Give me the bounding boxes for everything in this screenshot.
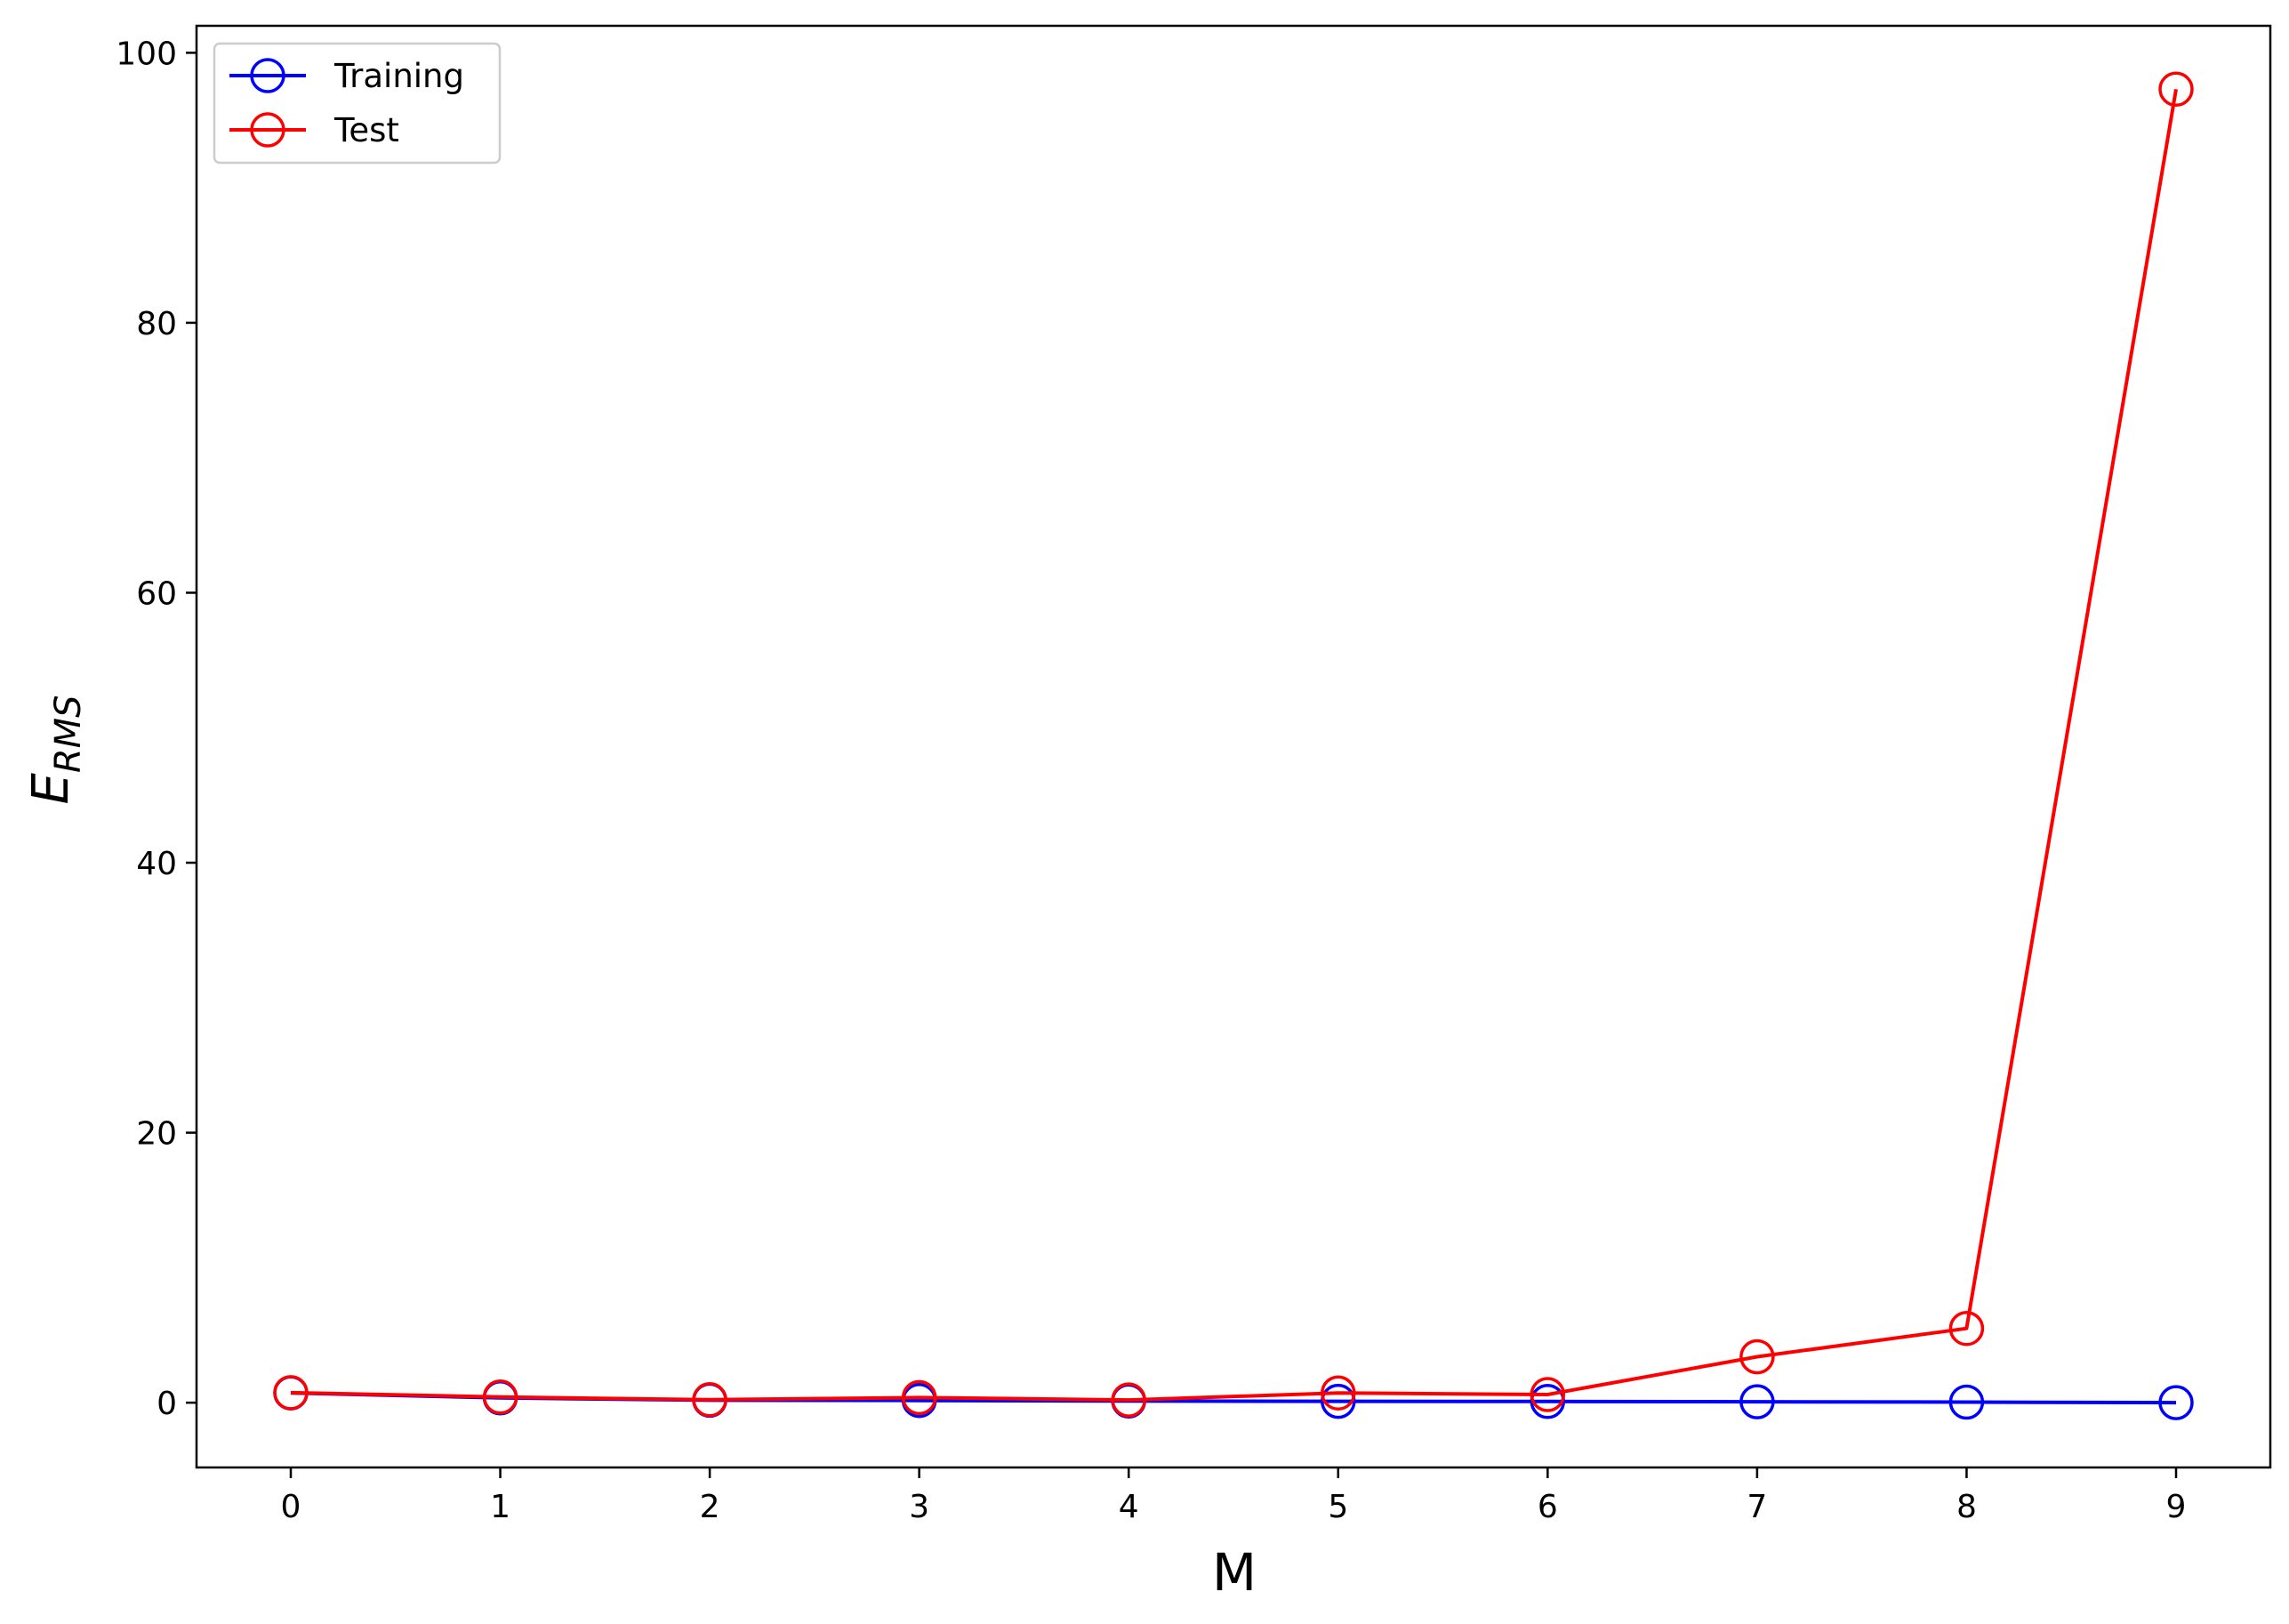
y-tick-label: 20 bbox=[136, 1116, 177, 1153]
plot-frame bbox=[195, 24, 2272, 1469]
test-point bbox=[692, 1382, 727, 1418]
test-point bbox=[1739, 1339, 1775, 1375]
training-point bbox=[1948, 1384, 1985, 1420]
plot-area bbox=[273, 71, 2194, 1420]
x-tick-label: 0 bbox=[281, 1489, 301, 1525]
test-point bbox=[273, 1375, 309, 1411]
training-point bbox=[1739, 1384, 1775, 1419]
legend-test-label: Test bbox=[333, 111, 399, 149]
x-tick-label: 2 bbox=[700, 1489, 720, 1525]
legend: Training Test bbox=[213, 42, 502, 165]
x-tick-label: 7 bbox=[1747, 1489, 1767, 1525]
test-point bbox=[1321, 1375, 1356, 1411]
x-tick-label: 5 bbox=[1328, 1489, 1348, 1525]
test-point bbox=[1111, 1382, 1146, 1418]
legend-training-label: Training bbox=[333, 57, 464, 95]
test-point bbox=[482, 1379, 518, 1415]
legend-training-marker bbox=[250, 58, 285, 93]
y-tick-label: 0 bbox=[157, 1386, 177, 1422]
training-point bbox=[1321, 1383, 1356, 1419]
y-tick-label: 40 bbox=[136, 846, 177, 882]
training-point bbox=[2158, 1385, 2194, 1420]
test-point bbox=[901, 1379, 937, 1416]
legend-box bbox=[213, 42, 502, 165]
test-point bbox=[1530, 1377, 1566, 1412]
y-axis-label-main: E bbox=[22, 773, 80, 805]
x-tick-label: 8 bbox=[1956, 1489, 1977, 1525]
x-tick-label: 3 bbox=[909, 1489, 929, 1525]
test-point bbox=[1948, 1310, 1985, 1347]
test-series-line bbox=[290, 88, 2178, 1403]
x-axis-label: M bbox=[1212, 1542, 1257, 1603]
legend-test-marker bbox=[250, 112, 285, 148]
x-tick-label: 4 bbox=[1119, 1489, 1139, 1525]
x-tick-label: 6 bbox=[1538, 1489, 1558, 1525]
x-tick-label: 1 bbox=[490, 1489, 510, 1525]
y-tick-label: 60 bbox=[136, 575, 177, 612]
x-tick-label: 9 bbox=[2166, 1489, 2187, 1525]
test-point bbox=[2158, 71, 2194, 108]
axes: 0 1 2 3 4 5 6 7 8 9 0 20 40 60 80 100 bbox=[116, 24, 2272, 1525]
y-axis-label-subscript: RMS bbox=[48, 695, 89, 773]
y-tick-label: 100 bbox=[116, 36, 177, 72]
y-axis-label: ERMS bbox=[22, 695, 89, 804]
y-tick-label: 80 bbox=[136, 306, 177, 342]
